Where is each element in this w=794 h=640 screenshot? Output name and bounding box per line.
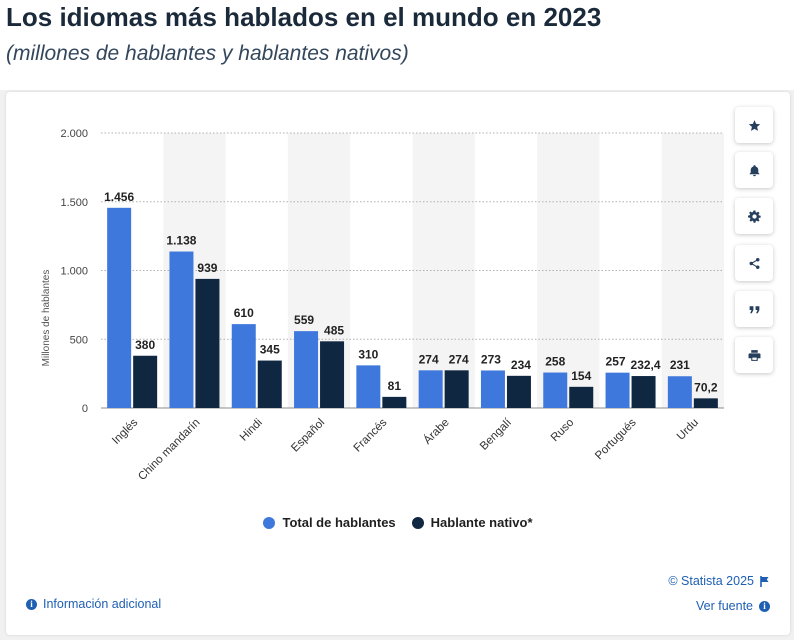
bar-total[interactable] (231, 324, 256, 408)
copyright-label: © Statista 2025 (668, 574, 754, 588)
bar-native[interactable] (444, 370, 469, 408)
y-tick-label: 0 (82, 403, 88, 415)
data-label-total: 1.138 (166, 234, 196, 248)
y-tick-label: 1.000 (60, 266, 88, 278)
y-tick-label: 500 (70, 334, 88, 346)
legend-swatch-native (411, 516, 424, 529)
bar-native[interactable] (693, 398, 718, 408)
bell-icon (749, 164, 759, 176)
page-title: Los idiomas más hablados en el mundo en … (6, 2, 602, 32)
notification-button[interactable] (735, 152, 773, 188)
share-icon (749, 257, 759, 269)
settings-button[interactable] (735, 198, 773, 234)
bar-total[interactable] (356, 365, 381, 408)
bar-native[interactable] (257, 360, 282, 408)
x-tick-label: Hindi (238, 417, 265, 444)
info-icon: i (759, 600, 770, 612)
data-label-total: 231 (670, 358, 690, 372)
bar-native[interactable] (320, 341, 345, 408)
legend-item-native[interactable]: Hablante nativo* (411, 515, 533, 530)
bar-native[interactable] (631, 376, 656, 408)
x-tick-label: Español (289, 417, 327, 455)
bar-native[interactable] (506, 375, 531, 408)
data-label-native: 274 (449, 352, 469, 366)
data-label-total: 559 (294, 313, 314, 327)
bar-native[interactable] (133, 355, 158, 408)
bar-chart: 0 500 1.000 1.500 2.000 Millones de hablante… (41, 128, 724, 483)
y-tick-label: 2.000 (60, 128, 88, 140)
cite-button[interactable] (735, 291, 773, 327)
legend-swatch-total (263, 516, 276, 529)
x-tick-label: Árabe (421, 416, 452, 447)
share-button[interactable] (735, 245, 773, 281)
category-band (412, 133, 475, 408)
bar-native[interactable] (382, 396, 407, 408)
data-label-total: 1.456 (104, 190, 134, 204)
bar-total[interactable] (480, 370, 505, 408)
data-label-native: 234 (511, 358, 531, 372)
data-label-native: 380 (135, 338, 155, 352)
x-tick-label: Inglés (110, 416, 140, 446)
data-label-native: 81 (388, 379, 402, 393)
data-label-native: 70,2 (694, 380, 718, 394)
additional-info-label: Información adicional (43, 597, 162, 611)
legend-item-total[interactable]: Total de hablantes (263, 515, 396, 530)
data-label-total: 258 (545, 355, 565, 369)
additional-info-link[interactable]: i Información adicional (26, 597, 161, 611)
flag-icon (760, 575, 769, 587)
category-band (537, 133, 600, 408)
data-label-native: 939 (197, 261, 217, 275)
x-tick-label: Portugués (593, 416, 639, 462)
data-label-total: 310 (358, 347, 378, 361)
y-tick-label: 1.500 (60, 197, 88, 209)
page-subtitle: (millones de hablantes y hablantes nativ… (6, 42, 409, 65)
header: Los idiomas más hablados en el mundo en … (0, 0, 794, 90)
source-link[interactable]: Ver fuente i (696, 599, 770, 613)
data-label-native: 345 (260, 343, 280, 357)
x-tick-label: Chino mandarín (136, 417, 202, 483)
bar-total[interactable] (169, 251, 194, 408)
bar-total[interactable] (543, 372, 568, 408)
data-label-total: 273 (481, 352, 501, 366)
bar-total[interactable] (294, 331, 319, 408)
bar-total[interactable] (418, 370, 443, 408)
legend: Total de hablantes Hablante nativo* (6, 515, 790, 530)
favorite-button[interactable] (735, 107, 773, 143)
print-button[interactable] (735, 337, 773, 373)
data-label-native: 154 (571, 369, 591, 383)
x-tick-label: Bengalí (478, 416, 515, 453)
x-tick-label: Francés (352, 416, 390, 454)
x-tick-label: Ruso (549, 417, 576, 444)
info-icon: i (26, 598, 37, 610)
gear-icon (747, 210, 761, 223)
print-icon (748, 349, 760, 361)
data-label-total: 257 (606, 355, 626, 369)
x-tick-label: Urdu (675, 417, 701, 443)
bar-native[interactable] (195, 278, 220, 408)
copyright-link[interactable]: © Statista 2025 (668, 574, 770, 588)
data-label-native: 232,4 (631, 358, 661, 372)
bar-total[interactable] (107, 207, 132, 408)
bar-total[interactable] (667, 376, 692, 408)
bar-total[interactable] (605, 372, 630, 408)
y-axis-title: Millones de hablantes (41, 270, 52, 367)
chart-card: 0 500 1.000 1.500 2.000 Millones de hablante… (6, 92, 790, 635)
data-label-total: 610 (234, 306, 254, 320)
legend-label-total: Total de hablantes (282, 515, 396, 530)
star-icon (748, 119, 760, 131)
legend-label-native: Hablante nativo* (430, 515, 533, 530)
data-label-total: 274 (419, 352, 439, 366)
quote-icon (749, 305, 759, 313)
data-label-native: 485 (324, 323, 344, 337)
source-label: Ver fuente (696, 599, 753, 613)
bar-native[interactable] (569, 386, 594, 408)
